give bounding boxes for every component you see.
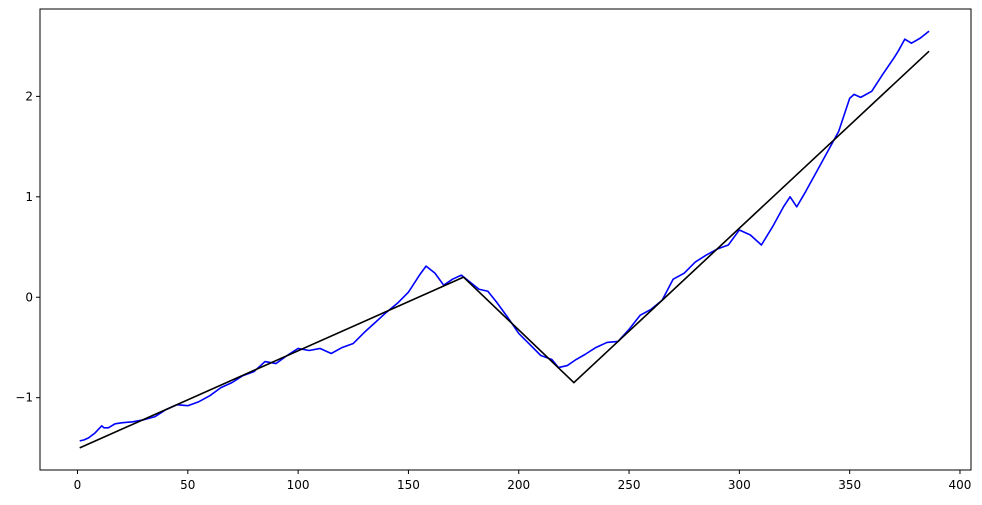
x-tick-label: 0 <box>74 478 82 492</box>
y-axis-ticks: −1 0 1 2 <box>15 89 40 405</box>
x-tick-label: 200 <box>507 478 530 492</box>
series-layer <box>79 30 930 449</box>
x-tick-label: 100 <box>287 478 310 492</box>
x-tick-label: 350 <box>838 478 861 492</box>
y-tick-label: −1 <box>15 391 33 405</box>
y-tick-label: 2 <box>25 89 33 103</box>
x-tick-label: 300 <box>728 478 751 492</box>
series-line-0 <box>79 30 930 442</box>
axes-frame <box>39 8 972 471</box>
y-tick-label: 0 <box>25 290 33 304</box>
x-tick-label: 150 <box>397 478 420 492</box>
y-tick-label: 1 <box>25 190 33 204</box>
x-tick-label: 400 <box>949 478 972 492</box>
series-line-1 <box>79 50 930 449</box>
x-tick-label: 50 <box>180 478 195 492</box>
x-axis-ticks: 0 50 100 150 200 250 300 350 400 <box>74 470 972 492</box>
plot-background <box>40 9 971 470</box>
x-tick-label: 250 <box>618 478 641 492</box>
